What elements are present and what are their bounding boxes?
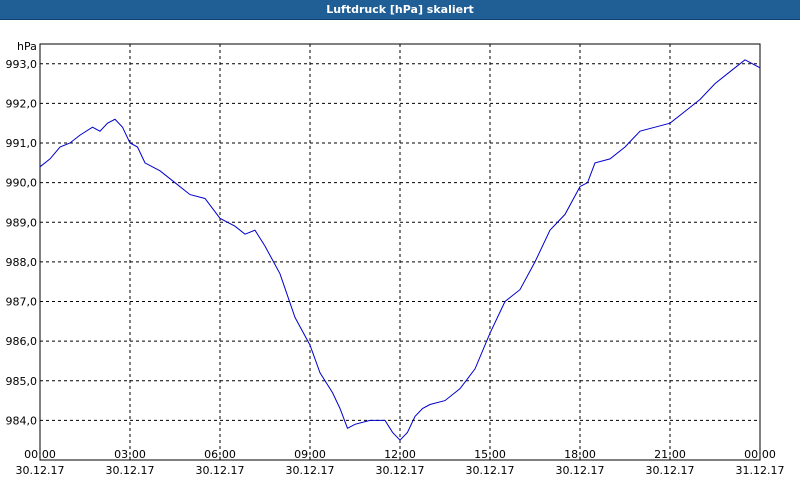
y-axis-unit-label: hPa xyxy=(17,40,37,53)
x-tick-date-label: 30.12.17 xyxy=(646,464,695,477)
y-tick-label: 986,0 xyxy=(6,335,38,348)
y-tick-label: 993,0 xyxy=(6,58,38,71)
y-tick-label: 992,0 xyxy=(6,97,38,110)
title-bar: Luftdruck [hPa] skaliert xyxy=(0,0,800,20)
x-tick-date-label: 30.12.17 xyxy=(376,464,425,477)
y-tick-label: 989,0 xyxy=(6,216,38,229)
x-tick-date-label: 30.12.17 xyxy=(196,464,245,477)
x-tick-date-label: 30.12.17 xyxy=(106,464,155,477)
x-tick-date-label: 30.12.17 xyxy=(556,464,605,477)
y-tick-label: 991,0 xyxy=(6,137,38,150)
x-tick-date-label: 30.12.17 xyxy=(466,464,515,477)
y-tick-label: 985,0 xyxy=(6,375,38,388)
chart-title: Luftdruck [hPa] skaliert xyxy=(326,3,474,16)
x-tick-time-label: 09:00 xyxy=(294,448,326,461)
pressure-chart: hPa 984,0985,0986,0987,0988,0989,0990,09… xyxy=(6,40,785,477)
x-axis: 00:00 30.12.17 03:00 30.12.17 06:00 30.12.17 0… xyxy=(16,448,785,477)
x-tick-time-label: 00:00 xyxy=(24,448,56,461)
y-tick-label: 987,0 xyxy=(6,296,38,309)
x-tick-time-label: 00:00 xyxy=(744,448,776,461)
x-tick-time-label: 12:00 xyxy=(384,448,416,461)
y-tick-label: 984,0 xyxy=(6,414,38,427)
y-tick-label: 990,0 xyxy=(6,177,38,190)
x-tick-date-label: 30.12.17 xyxy=(16,464,65,477)
plot-frame xyxy=(39,43,761,461)
y-tick-label: 988,0 xyxy=(6,256,38,269)
x-tick-time-label: 06:00 xyxy=(204,448,236,461)
x-tick-time-label: 21:00 xyxy=(654,448,686,461)
x-tick-date-label: 30.12.17 xyxy=(286,464,335,477)
x-tick-time-label: 15:00 xyxy=(474,448,506,461)
x-tick-time-label: 18:00 xyxy=(564,448,596,461)
pressure-series-line xyxy=(39,59,761,441)
y-axis: 984,0 985,0 986,0 987,0 988,0 989,0 990,0 991,0… xyxy=(6,58,38,428)
x-tick-time-label: 03:00 xyxy=(114,448,146,461)
x-tick-date-label: 31.12.17 xyxy=(736,464,785,477)
grid-lines xyxy=(40,44,760,460)
